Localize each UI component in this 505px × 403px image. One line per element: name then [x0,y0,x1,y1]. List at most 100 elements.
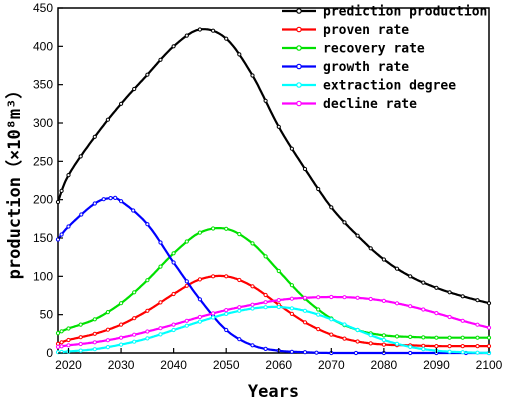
x-tick-label: 2050 [213,358,240,372]
data-point [460,318,465,323]
data-point [237,308,242,313]
data-point [92,317,97,322]
data-point [158,300,163,305]
data-point [394,341,400,346]
legend-marker [296,45,302,51]
data-point [289,306,294,311]
data-point [158,57,163,62]
series-growth-rate [55,195,492,356]
data-point [421,280,426,285]
legend-label: prediction production [323,5,487,20]
data-point [92,347,97,352]
data-point [486,344,492,349]
data-point [237,337,242,342]
data-point [184,323,189,328]
data-point [421,347,426,352]
data-point [381,298,386,303]
data-point [105,310,111,315]
data-point [59,188,64,193]
data-point [329,332,334,337]
legend-item: proven rate [282,23,409,38]
data-point [276,124,281,129]
y-tick-label: 450 [33,1,53,15]
legend-label: extraction degree [323,79,456,94]
data-point [184,33,189,38]
data-point [263,346,268,351]
data-point [289,146,294,151]
data-point [237,232,242,237]
data-point [329,294,334,300]
data-point [381,342,386,347]
data-point [105,338,111,343]
legend-marker [296,63,302,70]
data-point [342,336,347,341]
data-point [289,296,294,301]
y-tick-label: 100 [33,269,53,283]
data-point [237,277,242,283]
data-point [342,322,347,327]
data-point [355,327,360,333]
legend-label: growth rate [323,60,409,75]
data-point [276,298,281,303]
data-point [263,292,268,298]
data-point [132,316,137,321]
data-point [66,337,71,343]
y-axis-title: production（×10⁸m³） [4,82,25,280]
data-point [368,333,373,338]
data-point [250,302,255,307]
data-point [250,306,255,311]
data-point [66,173,71,178]
data-point [447,335,452,340]
x-tick-label: 2060 [265,358,292,372]
y-tick-label: 400 [33,39,53,53]
legend-label: decline rate [323,97,417,112]
data-point [447,344,452,349]
x-tick-label: 2090 [423,358,450,372]
data-point [434,335,439,340]
data-point [368,341,373,346]
data-point [66,343,71,348]
data-point [171,251,176,256]
data-point [434,285,439,290]
data-point [119,322,124,327]
data-point [460,294,465,299]
data-point [355,295,360,300]
data-point [211,315,216,320]
data-point [92,331,97,336]
data-point [408,274,413,279]
data-point [224,226,229,231]
data-point [101,197,106,202]
data-point [460,344,465,349]
data-point [368,296,373,302]
legend-marker [296,82,302,88]
data-point [119,101,124,106]
legend-item: recovery rate [282,42,425,57]
data-point [78,348,83,353]
x-tick-label: 2030 [108,358,135,372]
data-point [78,154,83,159]
data-point [434,344,439,349]
data-point [197,277,202,282]
data-point [475,350,480,355]
series-line [56,28,490,305]
data-point [475,298,480,303]
data-point [434,311,439,316]
data-point [59,329,64,334]
data-point [145,278,150,283]
data-point [302,295,308,300]
data-point [486,301,492,306]
data-point [460,350,465,355]
data-point [263,254,268,259]
data-point [211,274,216,279]
data-point [211,311,216,316]
y-tick-label: 0 [46,346,53,360]
legend-marker [296,26,302,33]
y-tick-label: 300 [33,116,53,130]
data-point [276,304,281,310]
data-point [342,220,347,225]
series-prediction-production [55,27,492,306]
legend-item: extraction degree [282,79,456,94]
data-point [132,86,137,92]
data-point [171,44,176,49]
